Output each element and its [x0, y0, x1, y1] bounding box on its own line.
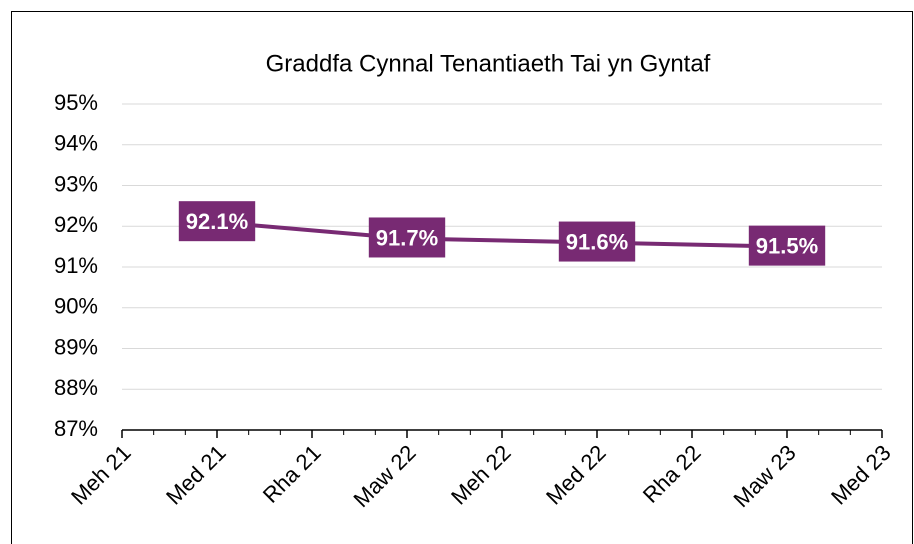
data-label: 92.1% — [186, 209, 248, 234]
chart-border — [11, 11, 913, 544]
y-tick-label: 87% — [54, 416, 98, 441]
data-label-box — [178, 201, 256, 242]
y-tick-label: 93% — [54, 171, 98, 196]
y-tick-label: 90% — [54, 294, 98, 319]
data-label-box — [748, 225, 826, 266]
y-tick-label: 92% — [54, 212, 98, 237]
data-line — [216, 220, 788, 249]
data-label: 91.6% — [566, 229, 628, 254]
data-label-group: 91.6% — [558, 221, 636, 262]
data-label-group: 91.7% — [368, 217, 446, 258]
y-tick-label: 89% — [54, 334, 98, 359]
data-label-group: 91.5% — [748, 225, 826, 266]
data-label: 91.5% — [756, 233, 818, 258]
data-label-group: 92.1% — [178, 201, 256, 242]
data-label-box — [558, 221, 636, 262]
data-label: 91.7% — [376, 225, 438, 250]
y-tick-label: 95% — [54, 90, 98, 115]
y-tick-label: 88% — [54, 375, 98, 400]
chart-title: Graddfa Cynnal Tenantiaeth Tai yn Gyntaf — [266, 50, 711, 77]
y-tick-label: 91% — [54, 253, 98, 278]
y-tick-label: 94% — [54, 131, 98, 156]
data-label-box — [368, 217, 446, 258]
